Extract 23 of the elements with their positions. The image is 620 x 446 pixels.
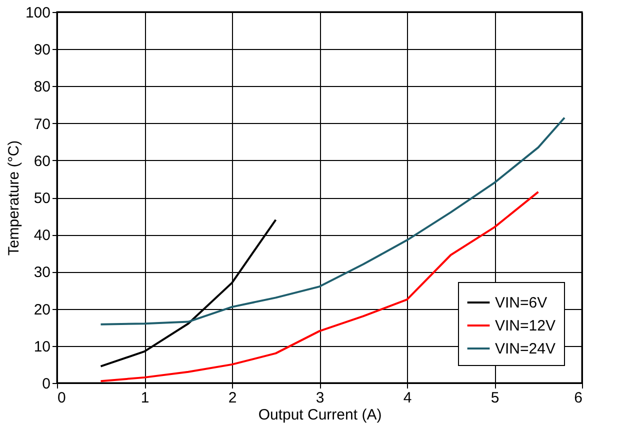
x-tick-label: 0 (58, 390, 66, 406)
y-tick-label: 10 (34, 338, 50, 356)
y-tick-label: 30 (34, 264, 50, 282)
y-tick-label: 0 (42, 376, 50, 392)
legend-label: VIN=24V (495, 340, 556, 358)
x-tick-label: 6 (574, 390, 582, 406)
y-tick-label: 90 (34, 42, 50, 59)
x-axis-title: Output Current (A) (258, 406, 382, 424)
y-tick-label: 60 (34, 152, 50, 170)
y-axis-title: Temperature (°C) (5, 140, 22, 256)
y-tick-label: 80 (34, 78, 50, 96)
x-tick-label: 4 (403, 390, 412, 406)
y-tick-label: 50 (34, 190, 50, 207)
x-tick-label: 2 (228, 390, 237, 406)
y-tick-label: 100 (25, 4, 50, 22)
y-tick-label: 20 (34, 301, 50, 318)
x-tick-label: 5 (490, 390, 500, 406)
x-tick-label: 3 (316, 390, 324, 406)
y-tick-label: 40 (34, 227, 50, 244)
y-tick-label: 70 (34, 116, 50, 133)
legend-label: VIN=12V (495, 318, 556, 334)
legend-label: VIN=6V (495, 294, 548, 312)
x-tick-label: 1 (140, 390, 150, 406)
